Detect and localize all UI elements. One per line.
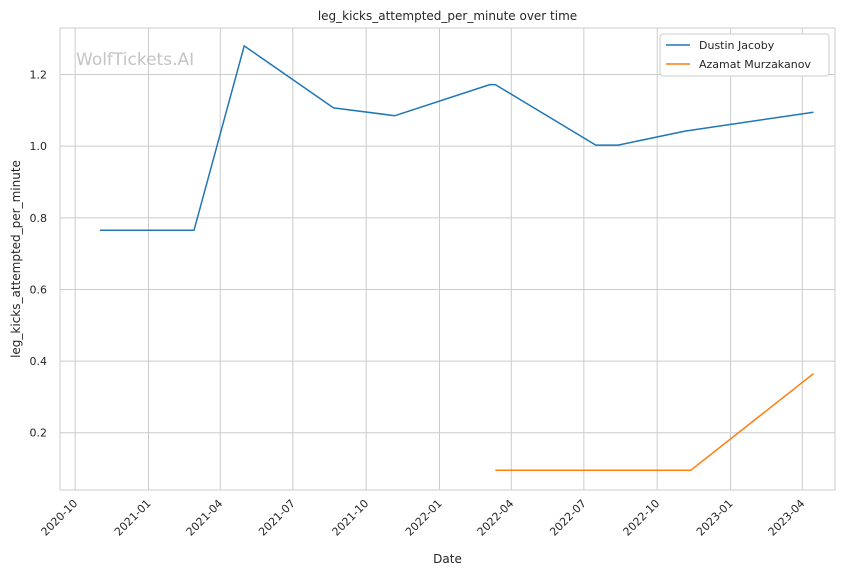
series-lines bbox=[99, 45, 814, 472]
y-tick-label: 0.8 bbox=[30, 212, 48, 225]
y-tick-label: 0.2 bbox=[30, 427, 48, 440]
y-tick-label: 0.6 bbox=[30, 283, 48, 296]
x-axis-label: Date bbox=[433, 552, 462, 566]
y-tick-labels: 0.2 0.4 0.6 0.8 1.0 1.2 bbox=[30, 69, 48, 440]
chart-title: leg_kicks_attempted_per_minute over time bbox=[318, 9, 577, 23]
y-tick-label: 0.4 bbox=[30, 355, 48, 368]
plot-area bbox=[60, 28, 835, 490]
series-line-0 bbox=[99, 45, 814, 232]
legend: Dustin Jacoby Azamat Murzakanov bbox=[659, 33, 830, 77]
y-tick-label: 1.0 bbox=[30, 140, 48, 153]
plot-frame bbox=[59, 27, 836, 491]
watermark: WolfTickets.AI bbox=[76, 50, 194, 70]
gridlines bbox=[60, 28, 835, 490]
legend-box bbox=[659, 33, 830, 77]
series-line-1 bbox=[495, 373, 814, 472]
legend-label-series-1: Azamat Murzakanov bbox=[699, 58, 811, 71]
y-tick-label: 1.2 bbox=[30, 69, 48, 82]
legend-label-series-0: Dustin Jacoby bbox=[699, 39, 775, 52]
y-axis-label: leg_kicks_attempted_per_minute bbox=[9, 160, 23, 358]
